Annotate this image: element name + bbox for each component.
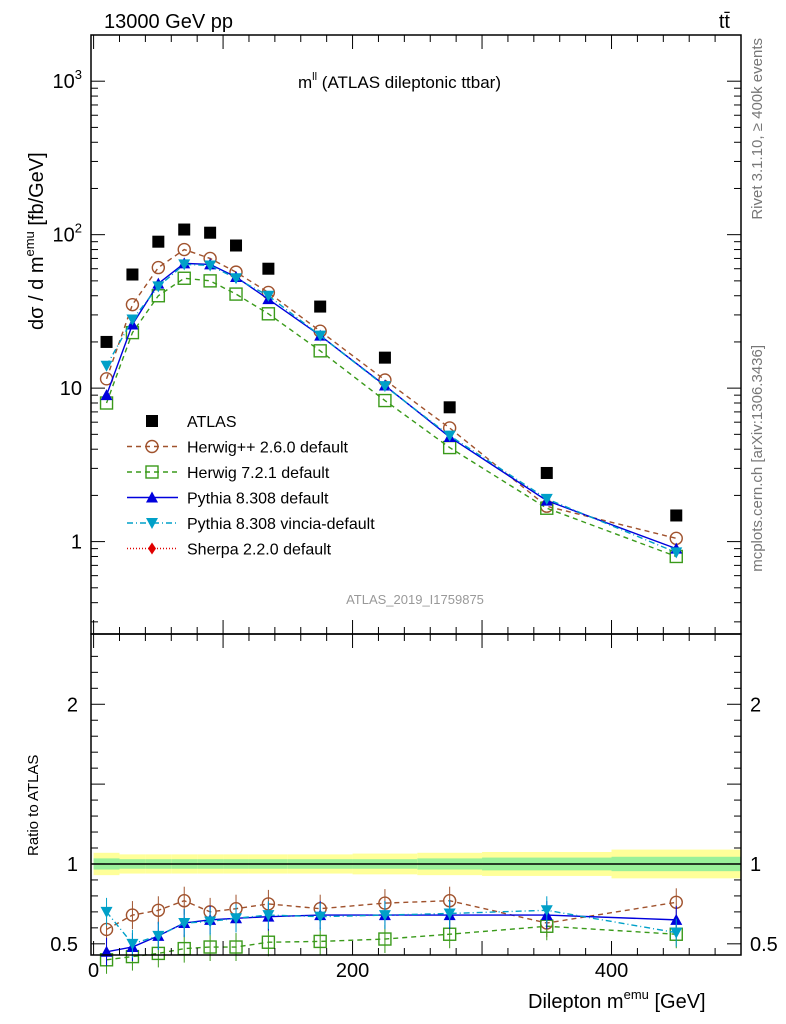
y-tick-label-ratio-right: 2	[750, 694, 761, 716]
data-point	[670, 509, 683, 522]
series-point-ratio	[151, 903, 166, 917]
y-tick-label-main: 1	[71, 532, 82, 554]
series-point-ratio	[230, 913, 243, 925]
legend-label: Sherpa 2.2.0 default	[187, 542, 332, 559]
legend-marker	[146, 518, 158, 529]
series-line-main	[105, 248, 677, 540]
series-point-ratio	[378, 932, 392, 946]
data-point	[262, 262, 275, 275]
series-point-ratio	[229, 940, 243, 954]
legend-marker	[145, 465, 159, 479]
energy-label: 13000 GeV pp	[104, 11, 233, 33]
y-tick-label-main: 102	[53, 221, 82, 247]
legend-marker	[148, 542, 156, 555]
x-tick-label: 400	[595, 960, 628, 982]
legend-marker	[146, 415, 158, 427]
data-point	[204, 226, 217, 239]
series-point-main	[177, 242, 191, 257]
series-point-main	[100, 389, 113, 401]
series-line-ratio	[106, 914, 677, 953]
series-point-ratio	[313, 934, 327, 949]
series-line-main	[105, 262, 677, 550]
series-point-main	[443, 430, 456, 442]
series-line-ratio	[106, 925, 677, 961]
series-point-ratio	[314, 911, 327, 923]
y-tick-label-main: 103	[53, 67, 82, 93]
series-point-ratio	[203, 940, 217, 954]
data-point	[378, 351, 391, 364]
series-point-ratio	[177, 894, 191, 908]
series-point-main	[151, 260, 166, 275]
series-point-main	[177, 271, 191, 285]
data-point	[314, 300, 327, 313]
y-tick-label-ratio-left: 1	[67, 854, 78, 876]
x-axis-label: Dilepton memu [GeV]	[528, 987, 706, 1013]
data-point	[230, 239, 243, 252]
series-point-main	[229, 287, 243, 301]
legend-label: Pythia 8.308 default	[187, 491, 329, 508]
legend-marker	[146, 491, 158, 503]
y-axis-label-main: dσ / d memu [fb/GeV]	[22, 152, 48, 330]
series-point-main	[261, 307, 276, 321]
data-point	[100, 335, 113, 348]
series-point-main	[230, 273, 243, 285]
series-point-main	[378, 393, 392, 408]
x-tick-label: 0	[88, 960, 99, 982]
legend-label: Herwig 7.2.1 default	[187, 465, 330, 482]
series-point-main	[152, 281, 165, 293]
legend-marker	[145, 439, 159, 454]
data-point	[540, 466, 553, 479]
series-point-ratio	[100, 945, 113, 957]
data-point	[126, 268, 139, 281]
series-point-main	[669, 531, 683, 546]
series-point-main	[314, 330, 327, 342]
series-point-main	[203, 274, 217, 288]
rivet-label: Rivet 3.1.10, ≥ 400k events	[749, 38, 766, 220]
series-line-main	[105, 263, 677, 554]
series-line-ratio	[106, 899, 677, 931]
series-point-main	[670, 547, 683, 559]
data-point	[443, 401, 456, 414]
series-point-ratio	[540, 905, 553, 917]
series-point-main	[540, 493, 553, 505]
series-point-main	[178, 259, 191, 271]
y-axis-label-ratio: Ratio to ATLAS	[25, 755, 42, 856]
analysis-id: ATLAS_2019_I1759875	[346, 592, 484, 607]
series-point-main	[378, 381, 391, 393]
legend-label: ATLAS	[187, 414, 237, 431]
process-label: tt̄	[719, 11, 731, 33]
plot-title: mll (ATLAS dileptonic ttbar)	[298, 71, 501, 92]
series-point-ratio	[262, 910, 275, 922]
series-point-ratio	[178, 918, 191, 930]
series-point-ratio	[378, 910, 391, 922]
series-point-main	[125, 297, 140, 312]
series-point-main	[126, 314, 139, 326]
series-point-main	[100, 360, 113, 372]
y-tick-label-main: 10	[60, 378, 82, 400]
legend-label: Pythia 8.308 vincia-default	[187, 516, 375, 533]
y-tick-label-ratio-left: 2	[67, 694, 78, 716]
ratio-plot-frame	[90, 633, 742, 956]
data-point	[178, 223, 191, 236]
series-point-ratio	[125, 908, 140, 922]
data-point	[152, 235, 165, 248]
series-point-ratio	[152, 930, 165, 942]
site-label: mcplots.cern.ch [arXiv:1306.3436]	[749, 345, 766, 572]
series-point-main	[204, 260, 217, 272]
legend-label: Herwig++ 2.6.0 default	[187, 440, 349, 457]
series-point-ratio	[443, 908, 456, 920]
series-point-ratio	[204, 916, 217, 928]
series-point-ratio	[670, 927, 683, 939]
y-tick-label-ratio-right: 1	[750, 854, 761, 876]
x-tick-label: 200	[336, 960, 369, 982]
series-point-ratio	[126, 938, 139, 950]
series-point-main	[262, 290, 275, 302]
series-line-ratio	[105, 909, 677, 945]
y-tick-label-ratio-left: 0.5	[50, 934, 78, 956]
y-tick-label-ratio-right: 0.5	[750, 934, 778, 956]
series-point-ratio	[100, 906, 113, 918]
series-point-ratio	[261, 935, 276, 949]
series-point-main	[313, 344, 327, 358]
